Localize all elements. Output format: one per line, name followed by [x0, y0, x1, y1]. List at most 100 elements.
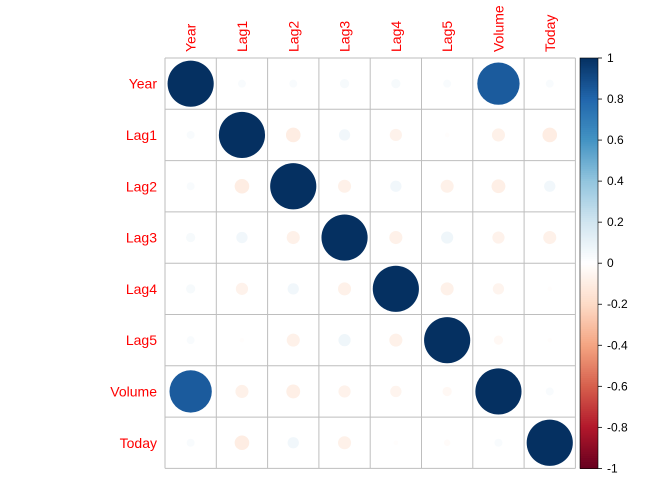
colorbar-segment	[580, 454, 598, 457]
colorbar-segment	[580, 275, 598, 279]
colorbar-segment	[580, 259, 598, 262]
colorbar-segment	[580, 103, 598, 106]
colorbar-segment	[580, 131, 598, 135]
col-label-lag4: Lag4	[388, 21, 404, 52]
colorbar-segment	[580, 320, 598, 324]
colorbar-segment	[580, 306, 598, 309]
corr-circle-lag2-lag4	[390, 180, 402, 192]
colorbar-segment	[580, 412, 598, 416]
colorbar-segment	[580, 240, 598, 244]
colorbar-segment	[580, 402, 598, 406]
colorbar-segment	[580, 183, 598, 186]
colorbar-segment	[580, 142, 598, 145]
corr-circle-lag2-lag3	[338, 179, 352, 193]
colorbar-segment	[580, 236, 598, 240]
colorbar-segment	[580, 209, 598, 213]
colorbar-segment	[580, 277, 598, 281]
corr-circle-lag3-lag5	[441, 231, 454, 244]
corr-circle-today-today	[526, 419, 573, 466]
colorbar-segment	[580, 419, 598, 422]
colorbar-segment	[580, 314, 598, 318]
colorbar-segment	[580, 394, 598, 398]
corr-circle-year-today	[545, 79, 554, 88]
colorbar-segment	[580, 158, 598, 162]
colorbar-segment	[580, 92, 598, 96]
colorbar-segment	[580, 76, 598, 80]
colorbar-tick-label: -0.2	[607, 297, 628, 311]
colorbar-segment	[580, 232, 598, 236]
colorbar-segment	[580, 376, 598, 379]
colorbar-segment	[580, 248, 598, 252]
col-label-lag2: Lag2	[285, 21, 301, 52]
corr-circle-year-lag3	[339, 79, 350, 89]
col-label-today: Today	[542, 15, 558, 52]
colorbar-segment	[580, 138, 598, 141]
colorbar-segment	[580, 310, 598, 314]
colorbar-segment	[580, 127, 598, 131]
corr-circle-lag5-lag5	[424, 317, 471, 364]
corr-circle-lag1-year	[186, 130, 195, 139]
colorbar-segment	[580, 135, 598, 139]
colorbar-segment	[580, 125, 598, 129]
colorbar-segment	[580, 312, 598, 316]
colorbar-segment	[580, 230, 598, 234]
colorbar-segment	[580, 337, 598, 340]
corr-circle-today-lag4	[393, 440, 399, 446]
colorbar-segment	[580, 78, 598, 82]
colorbar-segment	[580, 205, 598, 209]
colorbar-segment	[580, 58, 598, 61]
colorbar-segment	[580, 146, 598, 149]
colorbar-segment	[580, 431, 598, 435]
colorbar-segment	[580, 257, 598, 260]
colorbar-tick-label: 0	[607, 256, 614, 270]
colorbar-segment	[580, 359, 598, 363]
colorbar-segment	[580, 265, 598, 268]
corr-circle-lag4-lag4	[372, 265, 419, 312]
colorbar-segment	[580, 199, 598, 203]
col-label-lag3: Lag3	[337, 21, 353, 52]
colorbar-segment	[580, 417, 598, 420]
corr-circle-lag4-volume	[492, 283, 505, 295]
colorbar-segment	[580, 415, 598, 418]
colorbar-segment	[580, 439, 598, 443]
colorbar-segment	[580, 421, 598, 424]
colorbar-segment	[580, 115, 598, 119]
colorbar-segment	[580, 382, 598, 385]
colorbar-segment	[580, 250, 598, 254]
colorbar-segment	[580, 207, 598, 211]
colorbar-segment	[580, 435, 598, 439]
corr-circle-lag1-lag2	[285, 127, 301, 143]
corr-circle-lag5-year	[186, 336, 195, 345]
colorbar-segment	[580, 220, 598, 223]
corr-circle-lag3-today	[543, 231, 557, 245]
colorbar-segment	[580, 119, 598, 123]
colorbar-segment	[580, 162, 598, 166]
colorbar-segment	[580, 144, 598, 147]
corr-circle-lag1-lag5	[444, 132, 450, 138]
colorbar-segment	[580, 318, 598, 322]
corr-circle-lag2-lag2	[270, 163, 317, 210]
colorbar-segment	[580, 458, 598, 461]
colorbar-segment	[580, 246, 598, 250]
row-label-lag3: Lag3	[126, 230, 157, 246]
row-label-volume: Volume	[110, 383, 157, 399]
colorbar-segment	[580, 187, 598, 190]
corr-circle-lag4-lag5	[440, 282, 454, 296]
colorbar-segment	[580, 224, 598, 227]
corr-circle-lag2-lag1	[234, 178, 250, 194]
colorbar-segment	[580, 443, 598, 447]
colorbar-segment	[580, 378, 598, 381]
colorbar-segment	[580, 281, 598, 285]
colorbar-segment	[580, 170, 598, 174]
colorbar-segment	[580, 347, 598, 350]
colorbar-segment	[580, 195, 598, 199]
colorbar-segment	[580, 117, 598, 121]
colorbar-segment	[580, 386, 598, 389]
colorbar-segment	[580, 99, 598, 102]
colorbar-segment	[580, 129, 598, 133]
colorbar-segment	[580, 353, 598, 357]
corr-circle-lag5-today	[547, 337, 553, 343]
corr-circle-year-lag1	[237, 79, 246, 88]
colorbar-segment	[580, 80, 598, 84]
colorbar-segment	[580, 398, 598, 402]
